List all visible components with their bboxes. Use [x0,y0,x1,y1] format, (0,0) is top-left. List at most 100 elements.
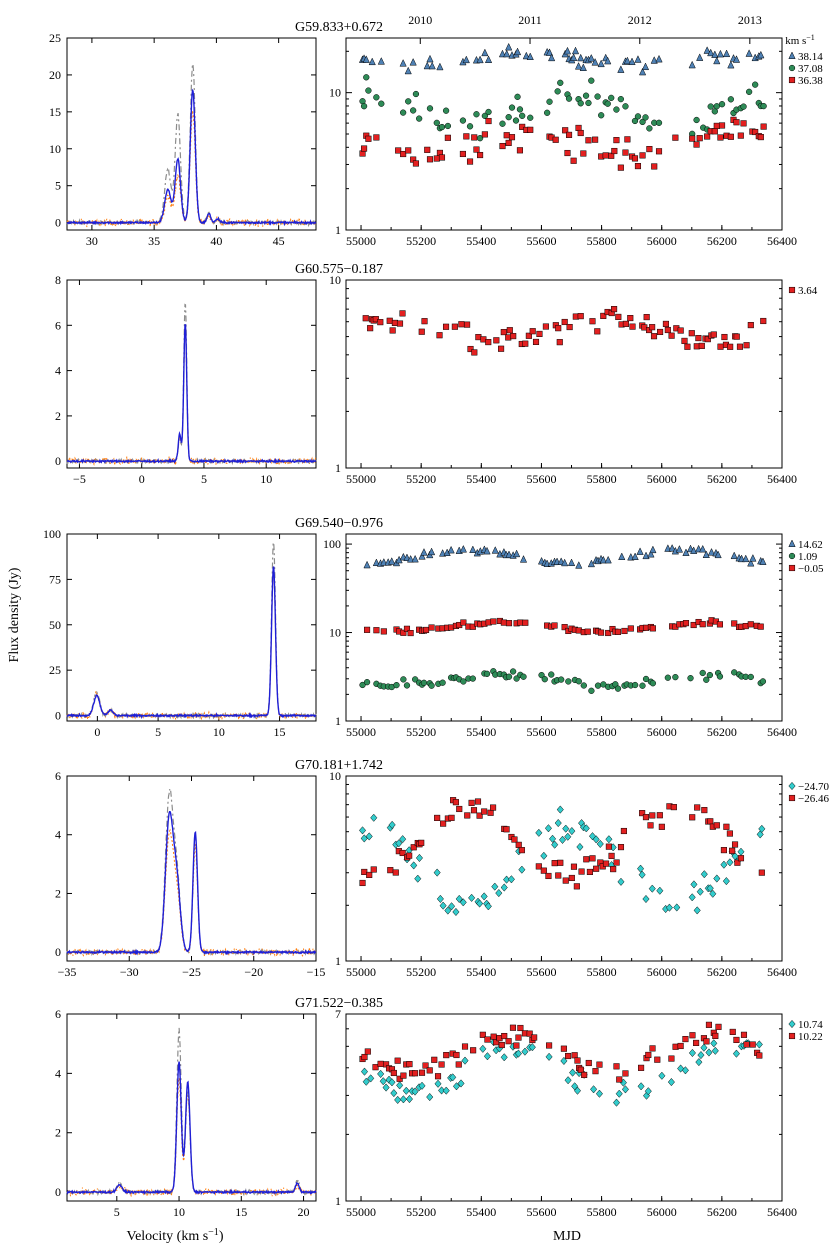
timeseries-y-tick-label: 1 [335,714,341,728]
data-point [655,119,663,126]
data-point [565,678,572,685]
timeseries-x-tick-label: 56200 [707,725,737,739]
data-point [656,812,663,819]
timeseries-y-tick-label: 100 [323,537,341,551]
data-point [732,55,741,63]
data-point [406,1061,413,1068]
timeseries-x-tick-label: 55400 [466,234,496,248]
data-point [737,847,745,856]
legend-marker [788,286,796,294]
data-point [364,626,371,633]
data-point [411,676,419,683]
data-point [682,1036,689,1043]
timeseries-frame [345,533,783,722]
data-point [568,874,575,882]
timeseries-y-tick-label: 1 [335,461,341,475]
data-point [500,329,507,336]
data-point [368,57,376,66]
data-point [490,1033,497,1040]
data-point [696,887,704,896]
spectrum-y-tick-label: 50 [49,618,61,632]
spectrum-line-max [66,63,317,228]
data-point [622,103,629,110]
data-point [597,629,605,636]
data-point [718,122,726,129]
data-point [570,53,578,61]
data-point [642,894,650,904]
data-point [642,114,649,121]
data-point [597,59,605,68]
data-point [752,81,759,88]
data-point [418,552,426,560]
data-point [720,847,727,854]
data-point [380,558,388,566]
data-point [582,824,590,833]
data-point [742,554,750,563]
data-point [718,101,726,108]
timeseries-x-tick-label: 55800 [587,472,617,486]
data-point [428,61,436,70]
data-point [734,859,741,866]
data-point [458,321,465,328]
data-point [460,619,467,626]
legend-marker [788,781,796,791]
data-point [366,871,373,878]
spectrum-x-tick-label: −20 [244,965,263,979]
data-point [634,163,642,170]
data-point [512,117,520,124]
data-point [710,331,717,338]
data-point [518,847,525,854]
spectrum-x-tick-label: 5 [155,725,161,739]
data-point [535,828,543,837]
spectrum-x-tick-label: 15 [235,1205,247,1219]
data-point [483,546,491,555]
data-point [706,884,714,893]
spectrum-x-tick-label: −35 [58,965,77,979]
spectrum-line-min [66,1077,317,1197]
spectrum-y-tick-label: 25 [49,31,61,45]
data-point [613,1063,620,1070]
data-point [390,1069,397,1077]
data-point [713,56,721,65]
data-point [705,1048,713,1057]
timeseries-x-tick-label: 55000 [346,472,376,486]
timeseries-x-tick-label: 56200 [707,234,737,248]
data-point [548,53,556,62]
data-point [672,673,679,681]
data-point [555,872,562,879]
data-point [436,332,443,339]
spectrum-x-tick-label: −15 [307,965,326,979]
legend-unit: km s−1 [785,33,815,47]
data-point [471,349,478,356]
timeseries-x-tick-label: 55600 [526,472,556,486]
data-point [729,1028,736,1035]
data-point [617,877,625,886]
timeseries-frame [345,1013,783,1202]
data-point [727,343,734,350]
legend-marker [788,64,796,72]
data-point [570,157,577,164]
data-point [507,875,515,884]
data-point [677,327,684,334]
data-point [733,119,740,126]
data-point [469,675,476,682]
data-point [689,135,696,142]
data-point [396,320,404,327]
data-point [577,129,584,137]
data-point [565,131,573,138]
data-point [526,1030,533,1037]
data-point [615,1089,623,1098]
data-point [573,883,580,890]
data-point [563,46,572,55]
data-point [582,92,590,99]
timeseries-x-tick-label: 56000 [647,1205,677,1219]
data-point [646,125,653,132]
panel-title-5: G71.522−0.385 [295,996,383,1011]
data-point [621,1085,629,1094]
data-point [649,812,656,819]
data-point [695,1058,703,1067]
data-point [699,621,706,628]
data-point [545,872,552,880]
data-point [589,318,596,325]
data-point [747,322,754,329]
